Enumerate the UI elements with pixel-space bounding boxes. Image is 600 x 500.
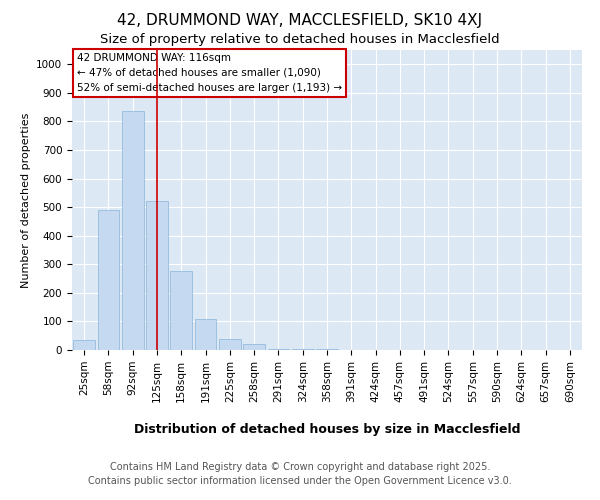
Bar (219, 338, 241, 350)
Text: Contains public sector information licensed under the Open Government Licence v3: Contains public sector information licen… (88, 476, 512, 486)
Bar (194, 318, 217, 350)
Bar (73, 340, 95, 350)
Text: 42, DRUMMOND WAY, MACCLESFIELD, SK10 4XJ: 42, DRUMMOND WAY, MACCLESFIELD, SK10 4XJ (118, 12, 482, 28)
Y-axis label: Number of detached properties: Number of detached properties (20, 112, 31, 288)
Bar (170, 272, 192, 350)
Bar (243, 344, 265, 350)
Text: 42 DRUMMOND WAY: 116sqm
← 47% of detached houses are smaller (1,090)
52% of semi: 42 DRUMMOND WAY: 116sqm ← 47% of detache… (77, 53, 342, 92)
Bar (268, 348, 289, 350)
Bar (122, 112, 143, 350)
Bar (292, 348, 314, 350)
Text: Distribution of detached houses by size in Macclesfield: Distribution of detached houses by size … (134, 422, 520, 436)
Bar (146, 202, 168, 350)
Text: Size of property relative to detached houses in Macclesfield: Size of property relative to detached ho… (100, 32, 500, 46)
Bar (97, 210, 119, 350)
Text: Contains HM Land Registry data © Crown copyright and database right 2025.: Contains HM Land Registry data © Crown c… (110, 462, 490, 472)
